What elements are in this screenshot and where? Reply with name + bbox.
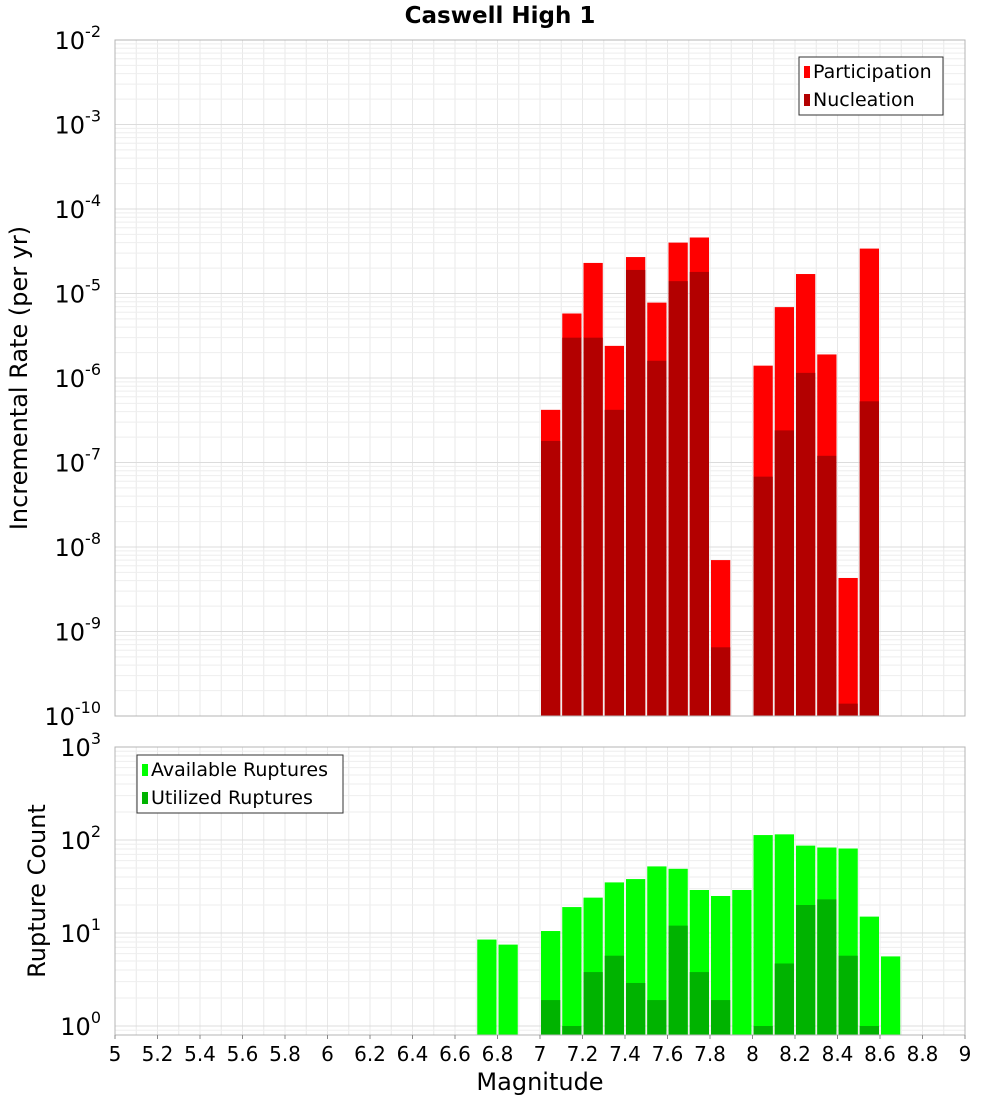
chart-title: Caswell High 1 [405, 3, 596, 29]
bar [498, 944, 518, 1035]
y-tick-label: 103 [60, 729, 101, 762]
bar [753, 835, 773, 1035]
x-tick-label: 5.2 [142, 1042, 174, 1066]
bar [562, 337, 582, 716]
legend-label: Utilized Ruptures [151, 787, 313, 809]
bar [668, 281, 688, 716]
y-tick-labels: 10-10 10-9 10-8 10-7 10-6 10-5 10-4 10-3 10-2 [44, 22, 101, 731]
x-tick-label: 5.6 [227, 1042, 259, 1066]
bar [647, 1000, 667, 1035]
y-tick-label: 10-6 [55, 360, 102, 393]
bar [838, 703, 858, 716]
x-tick-label: 6.4 [397, 1042, 429, 1066]
legend-label: Available Ruptures [151, 759, 328, 781]
bar [774, 963, 794, 1035]
x-tick-label: 6 [321, 1042, 334, 1066]
bar [859, 401, 879, 716]
series-2 [541, 899, 879, 1035]
bar [732, 889, 752, 1035]
y-tick-label: 101 [60, 915, 101, 948]
y-axis-label: Incremental Rate (per yr) [5, 226, 33, 530]
x-tick-label: 6.2 [354, 1042, 386, 1066]
bar [477, 939, 497, 1035]
x-tick-label: 7.6 [652, 1042, 684, 1066]
bar [838, 577, 858, 716]
bar [562, 1025, 582, 1035]
bar [859, 916, 879, 1035]
bar [647, 866, 667, 1035]
bar [796, 372, 816, 716]
x-tick-label: 5.4 [184, 1042, 216, 1066]
bar [562, 907, 582, 1035]
x-tick-label: 7 [534, 1042, 547, 1066]
plot-border [114, 39, 966, 717]
legend-box [136, 754, 344, 814]
bar [796, 904, 816, 1035]
x-tick-label: 6.8 [482, 1042, 514, 1066]
bar [817, 899, 837, 1035]
y-tick-label: 10-3 [55, 107, 102, 140]
x-tick-label: 7.8 [694, 1042, 726, 1066]
legend-swatch [142, 792, 148, 804]
legend-label: Participation [813, 61, 932, 83]
bar [668, 925, 688, 1035]
y-tick-labels: 100 101 102 103 [60, 729, 101, 1041]
bar [689, 972, 709, 1035]
y-axis-label: Rupture Count [23, 804, 51, 978]
bar [626, 982, 646, 1035]
x-tick-label: 5 [109, 1042, 122, 1066]
x-tick-label: 7.4 [609, 1042, 641, 1066]
y-tick-label: 10-7 [55, 445, 102, 478]
y-tick-label: 10-5 [55, 276, 102, 309]
x-tick-label: 8.4 [822, 1042, 854, 1066]
bar [753, 1025, 773, 1035]
x-tick-label: 6.6 [439, 1042, 471, 1066]
y-tick-label: 102 [60, 822, 101, 855]
y-tick-label: 10-10 [44, 698, 101, 731]
y-tick-label: 10-2 [55, 22, 102, 55]
bar [859, 1025, 879, 1035]
legend-box [798, 56, 944, 116]
legend: Participation Nucleation [798, 56, 944, 116]
x-tick-label: 8 [746, 1042, 759, 1066]
y-tick-label: 10-9 [55, 614, 102, 647]
bar [711, 647, 731, 716]
bar [881, 956, 901, 1035]
bar [626, 269, 646, 716]
x-axis-label: Magnitude [476, 1068, 603, 1096]
bar [583, 972, 603, 1035]
bar [647, 360, 667, 716]
x-tick-label: 8.8 [907, 1042, 939, 1066]
bar [753, 476, 773, 716]
bar [817, 455, 837, 716]
bar [774, 430, 794, 716]
bar [604, 955, 624, 1035]
x-tick-labels: 5 5.2 5.4 5.6 5.8 6 6.2 6.4 6.6 6.8 7 7.2 7.4 7.6 7.8 8… [109, 1035, 972, 1066]
legend: Available Ruptures Utilized Ruptures [136, 754, 344, 814]
bar [689, 271, 709, 716]
x-tick-label: 8.6 [864, 1042, 896, 1066]
x-tick-label: 9 [959, 1042, 972, 1066]
x-tick-label: 5.8 [269, 1042, 301, 1066]
bar [604, 409, 624, 716]
x-tick-label: 8.2 [779, 1042, 811, 1066]
y-tick-label: 10-8 [55, 529, 102, 562]
bar [838, 955, 858, 1035]
y-tick-label: 100 [60, 1008, 101, 1041]
series-2 [541, 269, 879, 716]
legend-swatch [804, 66, 810, 78]
panel-1: 10-10 10-9 10-8 10-7 10-6 10-5 10-4 10-3 10-2 Inc… [5, 22, 966, 731]
legend-swatch [142, 764, 148, 776]
bar [541, 1000, 561, 1035]
y-tick-label: 10-4 [55, 191, 102, 224]
legend-swatch [804, 94, 810, 106]
bar [711, 1000, 731, 1035]
x-tick-label: 7.2 [567, 1042, 599, 1066]
bar [541, 440, 561, 716]
legend-label: Nucleation [813, 89, 915, 111]
bar [583, 337, 603, 716]
